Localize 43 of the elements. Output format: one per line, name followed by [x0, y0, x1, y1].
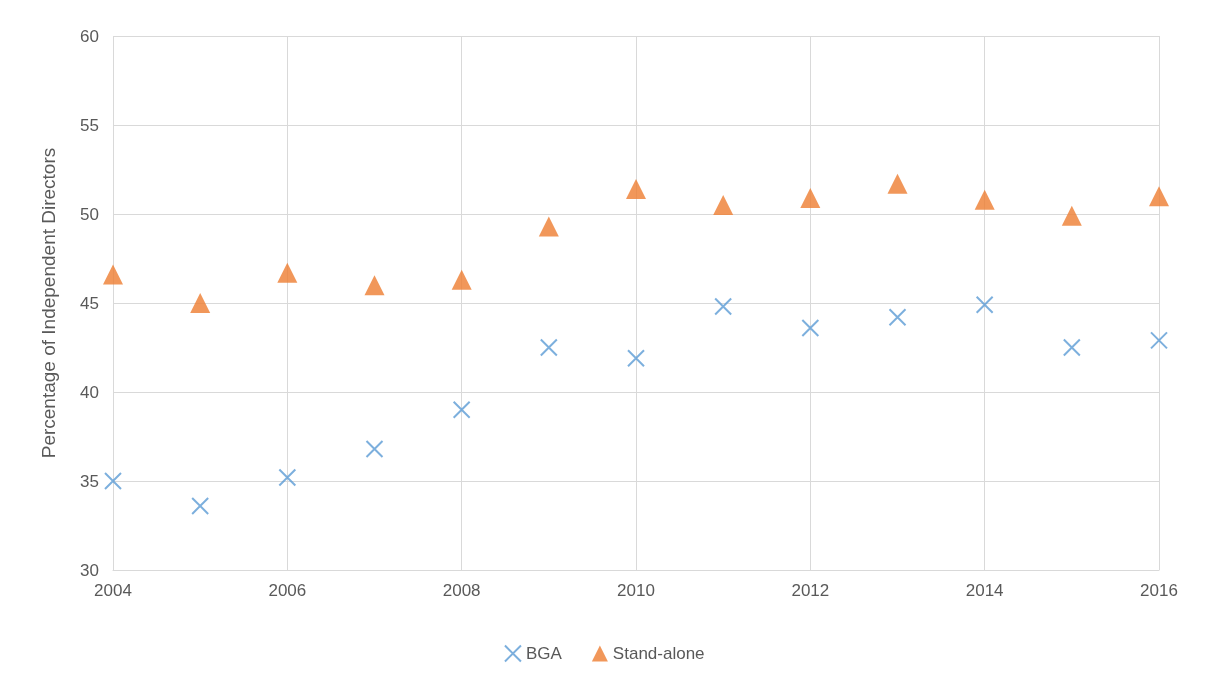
point [451, 269, 472, 290]
y-axis-title: Percentage of Independent Directors [38, 147, 59, 459]
legend-label: Stand-alone [612, 644, 705, 663]
point [190, 293, 211, 313]
y-tick-label: 60 [80, 26, 99, 46]
point [801, 318, 820, 337]
point [452, 400, 471, 419]
point [887, 173, 908, 194]
x-tick-label: 2010 [617, 581, 655, 600]
point [714, 297, 733, 316]
x-tick-label: 2008 [442, 581, 481, 600]
x-tick-label: 2014 [965, 581, 1004, 600]
point [713, 195, 734, 216]
point [626, 179, 646, 200]
legend-label: BGA [525, 644, 563, 663]
x-tick-label: 2012 [791, 581, 830, 600]
point [627, 349, 645, 368]
x-tick-label: 2006 [268, 581, 307, 600]
x-tick-label: 2016 [1140, 581, 1178, 600]
y-tick-label: 35 [80, 471, 99, 491]
point [1061, 205, 1082, 226]
point [278, 468, 297, 487]
point [365, 439, 384, 458]
point [974, 189, 995, 210]
point [975, 295, 994, 314]
point [103, 264, 123, 285]
point [1149, 186, 1169, 207]
point [538, 216, 559, 237]
point [800, 187, 821, 208]
point [191, 496, 210, 515]
y-tick-label: 50 [80, 204, 99, 224]
x-tick-label: 2004 [94, 581, 132, 600]
point [364, 275, 385, 296]
point [104, 472, 122, 490]
y-tick-label: 45 [80, 293, 99, 313]
point [1150, 331, 1168, 350]
y-tick-label: 40 [80, 382, 99, 402]
point [277, 262, 298, 283]
y-tick-label: 55 [80, 115, 99, 135]
point [888, 308, 907, 327]
y-tick-label: 30 [80, 560, 99, 580]
point [1062, 338, 1081, 357]
point [539, 338, 558, 357]
